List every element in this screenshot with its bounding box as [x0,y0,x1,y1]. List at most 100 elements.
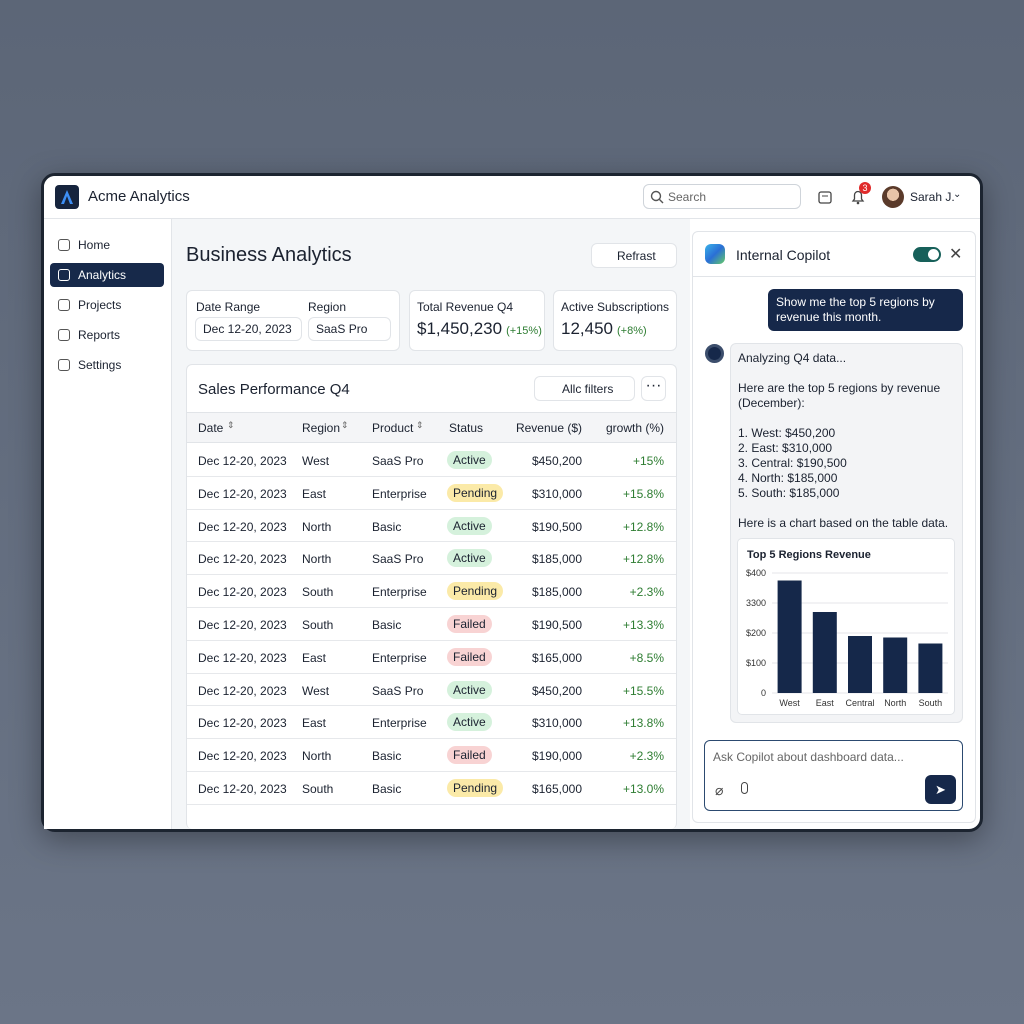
nav-icon [58,329,70,341]
bar [812,612,837,693]
x-tick-label: North [884,698,906,708]
cell: Dec 12-20, 2023 [198,716,287,731]
logo [55,185,79,209]
copilot-panel: Internal Copilot ✕ Show me the top 5 regio… [692,231,976,823]
table-row [187,640,676,674]
cell: East [302,650,327,665]
growth-cell: +15.5% [622,683,664,698]
refresh-button[interactable] [591,243,677,268]
calendar-icon[interactable] [818,190,832,204]
bar [883,637,908,693]
table-title: Sales Performance Q4 [198,381,350,398]
growth-cell: +2.3% [629,585,664,600]
cell: $310,000 [531,486,582,501]
status-badge: Active [447,549,492,568]
y-tick-label: 3300 [746,598,766,608]
cell: $165,000 [531,782,582,796]
kpi-label: Total Revenue Q4 [417,300,514,314]
x-tick-label: South [919,698,943,708]
cell: SaaS Pro [372,552,424,567]
reply-line: Here are the top 5 regions by revenue (D… [738,381,941,410]
kpi-change: (+8%) [617,325,647,337]
cell: Enterprise [372,650,427,665]
filters-button[interactable] [534,376,635,401]
cell: $450,200 [531,683,582,698]
chat-input[interactable] [704,740,963,811]
attach-icon[interactable]: ⌀ [715,782,724,798]
table-row [187,772,676,805]
user-name[interactable]: Sarah J. [910,190,955,204]
bot-avatar [705,344,724,363]
column-header[interactable]: Product [372,421,414,435]
table-row [187,608,676,641]
cell: Dec 12-20, 2023 [198,618,287,632]
reply-line: 1. West: $450,200 [738,426,836,440]
notification-count: 3 [862,183,868,193]
sidebar [44,219,172,829]
user-chevron: ⌄ [953,189,962,200]
growth-cell: +13.8% [622,716,664,731]
reply-line: 3. Central: $190,500 [738,456,847,470]
kpi-row: 12,450 (+8%) [561,319,647,339]
send-button[interactable]: ➤ [925,775,956,804]
table-row [187,542,676,576]
nav-label: Settings [78,358,122,372]
avatar[interactable] [882,186,904,208]
status-badge: Failed [447,746,492,765]
table-row [187,706,676,740]
cell: $450,200 [531,454,582,468]
cell: South [302,585,334,600]
nav-label: Analytics [78,268,127,282]
nav-icon [58,299,70,311]
reply-line: 4. North: $185,000 [738,471,838,485]
cell: $165,000 [531,650,582,665]
close-button[interactable]: ✕ [949,246,963,263]
app-name: Acme Analytics [88,188,190,205]
cell: SaaS Pro [372,454,424,468]
region-select[interactable] [308,317,391,341]
kpi-value: $1,450,230 [417,319,503,338]
table-card: Sales Performance Q4 Allc filters ··· Date ⇕… [186,364,677,829]
nav-label: Home [78,238,111,252]
date-select[interactable] [195,317,302,341]
cell: Dec 12-20, 2023 [198,749,287,764]
x-tick-label: East [816,698,835,708]
more-button[interactable]: ··· [641,376,666,401]
y-tick-label: $100 [746,658,766,668]
chart: Top 5 Regions Revenue 0 $100 $200 3300 $400 We… [737,538,955,715]
kpi-card [553,290,677,351]
notification-badge [859,182,871,194]
chart-title: Top 5 Regions Revenue [747,549,871,561]
kpi-label: Active Subscriptions [561,300,670,314]
growth-cell: +13.3% [622,618,664,632]
bell-icon[interactable] [850,189,866,205]
bar [848,636,872,693]
status-badge: Active [447,680,492,699]
kpi-card [409,290,545,351]
kpi-value: 12,450 [561,319,613,338]
refresh-label: Refrast [617,249,656,263]
cell: Basic [372,749,402,764]
status-badge: Pending [447,779,504,797]
mic-icon[interactable] [741,782,748,794]
status-badge: Pending [447,483,504,502]
status-badge: Active [447,713,492,732]
cell: Dec 12-20, 2023 [198,454,287,468]
search-box[interactable] [643,184,801,209]
reply-line: Here is a chart based on the table data. [738,516,949,530]
table-row [187,444,676,477]
toggle-knob [928,249,939,260]
input-placeholder: Ask Copilot about dashboard data... [713,750,904,764]
bar [777,580,802,693]
cell: Dec 12-20, 2023 [198,486,287,501]
cell: $310,000 [531,716,582,731]
column-header[interactable]: Region [302,421,341,435]
filters-button-label: Allc filters [562,382,614,396]
column-header[interactable]: Date [198,421,224,435]
y-tick-label: 0 [761,688,766,698]
reply-line: Analyzing Q4 data... [738,351,847,365]
top-bar [44,176,980,219]
cell: Enterprise [372,585,427,600]
date-value: Dec 12-20, 2023 [203,322,292,336]
